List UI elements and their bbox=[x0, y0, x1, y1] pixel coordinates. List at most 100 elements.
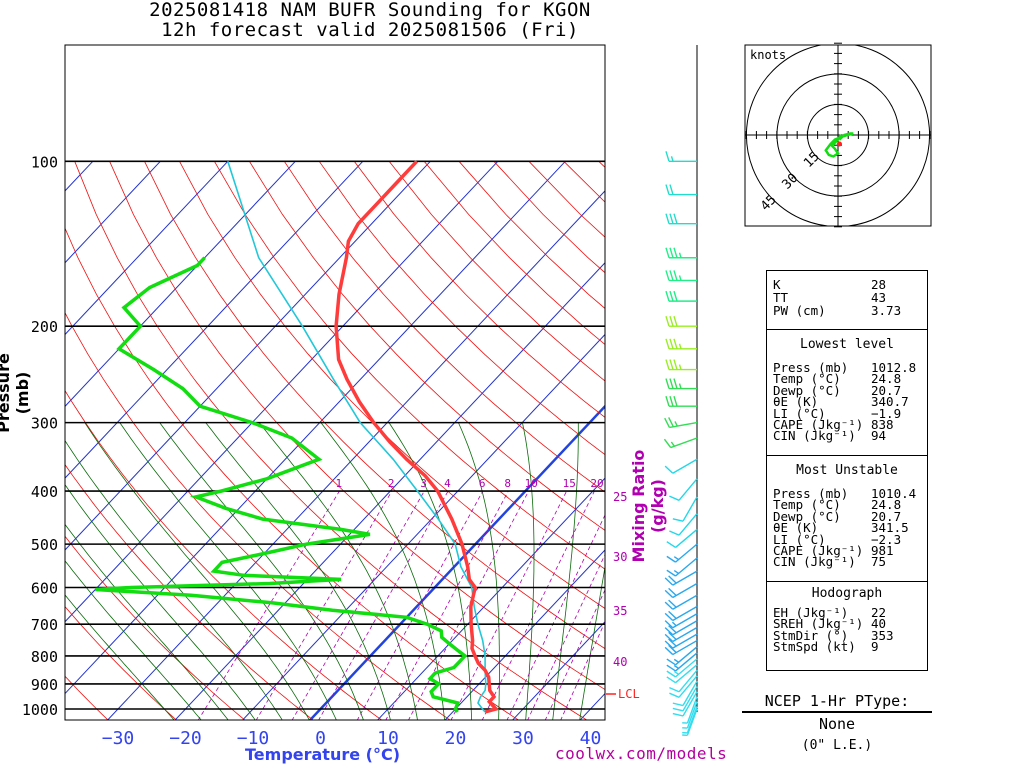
wind-barb bbox=[669, 513, 698, 536]
barb-flag bbox=[672, 712, 684, 717]
barb-flag bbox=[665, 270, 670, 281]
barb-flag bbox=[666, 555, 676, 563]
wind-barb bbox=[665, 396, 697, 407]
wind-barb bbox=[664, 626, 698, 643]
dry-adiabat bbox=[65, 675, 109, 720]
divider bbox=[767, 581, 927, 582]
barb-half-flag bbox=[673, 670, 679, 675]
dry-adiabat bbox=[249, 161, 605, 531]
isotherm bbox=[65, 160, 499, 623]
index-label: LI (°C) bbox=[773, 531, 826, 547]
dry-adiabat bbox=[353, 161, 605, 418]
credit-link[interactable]: coolwx.com/models bbox=[555, 744, 728, 763]
barb-flag bbox=[669, 338, 674, 350]
mixing-ratio-tick: 15 bbox=[563, 477, 576, 490]
barb-flag bbox=[673, 247, 678, 258]
isotherm bbox=[65, 160, 431, 551]
wind-barb bbox=[664, 620, 698, 636]
moist-adiabat bbox=[579, 564, 605, 720]
mixing-ratio-label: Mixing Ratio (g/kg) bbox=[629, 449, 667, 563]
mixing-ratio-line bbox=[450, 490, 567, 720]
barb-flag bbox=[664, 417, 671, 428]
wind-barb bbox=[665, 378, 697, 390]
barb-flag bbox=[663, 438, 672, 448]
hodograph-header: Hodograph bbox=[811, 586, 883, 601]
moist-adiabat bbox=[119, 422, 337, 720]
wind-barb bbox=[663, 437, 698, 449]
hodograph-units-label: knots bbox=[750, 48, 786, 62]
pressure-tick: 900 bbox=[31, 676, 58, 694]
isotherm bbox=[65, 160, 566, 695]
ptype-value: None bbox=[818, 715, 856, 733]
wind-barb bbox=[666, 658, 698, 678]
wind-barb bbox=[682, 706, 698, 734]
index-label: θE (K) bbox=[773, 394, 819, 410]
temperature-tick: −30 bbox=[102, 728, 135, 749]
index-value: 838 bbox=[871, 417, 894, 432]
index-value: 340.7 bbox=[871, 394, 909, 410]
moist-adiabat bbox=[205, 422, 391, 720]
barb-flag bbox=[673, 290, 678, 302]
barb-shaft bbox=[675, 658, 698, 678]
index-label: Press (mb) bbox=[773, 360, 849, 375]
index-k-label: K bbox=[773, 277, 781, 292]
mixing-ratio-tick: 4 bbox=[444, 477, 451, 490]
barb-flag bbox=[668, 417, 674, 428]
dry-adiabat bbox=[74, 161, 588, 720]
barb-shaft bbox=[682, 686, 698, 712]
pressure-tick: 400 bbox=[31, 483, 58, 501]
barb-half-flag bbox=[670, 156, 674, 162]
barb-flag bbox=[669, 495, 680, 501]
barb-shaft bbox=[682, 680, 698, 706]
barb-shaft bbox=[672, 626, 698, 643]
barb-flag bbox=[666, 664, 676, 672]
index-label: StmDir (°) bbox=[773, 627, 849, 643]
wind-barb bbox=[664, 633, 698, 649]
mixing-ratio-line bbox=[408, 490, 529, 720]
barb-shaft bbox=[672, 613, 698, 629]
wind-barb bbox=[666, 646, 698, 666]
wind-barb bbox=[664, 613, 698, 629]
index-value: 22 bbox=[871, 605, 887, 620]
index-label: SREH (Jkg⁻¹) bbox=[773, 616, 864, 632]
indices-panel: K 28 TT 43 PW (cm) 3.73 Lowest level Pre… bbox=[766, 270, 928, 671]
moist-adiabat bbox=[258, 422, 418, 720]
mixing-ratio-tick: 8 bbox=[504, 477, 511, 490]
index-value: −1.9 bbox=[871, 405, 902, 421]
temperature-tick: 30 bbox=[512, 728, 534, 749]
temperature-tick: 40 bbox=[580, 728, 602, 749]
wind-barb bbox=[665, 290, 697, 302]
isotherm bbox=[106, 190, 605, 720]
mixing-ratio-tick: 10 bbox=[525, 477, 538, 490]
mixing-ratio-side-tick: 30 bbox=[613, 550, 627, 564]
mixing-ratio-tick: 3 bbox=[420, 477, 427, 490]
barb-flag bbox=[668, 610, 677, 620]
wind-barb bbox=[665, 247, 697, 259]
moist-adiabat bbox=[458, 422, 500, 720]
dry-adiabat bbox=[423, 161, 605, 346]
wind-barb bbox=[665, 315, 697, 327]
barb-flag bbox=[669, 692, 680, 698]
wind-barb bbox=[664, 417, 698, 429]
index-value: 24.8 bbox=[871, 497, 902, 513]
mixing-ratio-side-tick: 25 bbox=[613, 490, 627, 504]
barb-flag bbox=[673, 338, 678, 350]
mixing-ratio-line bbox=[197, 490, 340, 720]
index-label: LI (°C) bbox=[773, 405, 826, 421]
dry-adiabat bbox=[318, 161, 605, 456]
dry-adiabat bbox=[214, 161, 605, 570]
index-value: 75 bbox=[871, 554, 887, 570]
pressure-tick: 1000 bbox=[22, 701, 58, 719]
barb-shaft bbox=[672, 582, 698, 599]
barb-flag bbox=[668, 587, 677, 597]
index-pw-label: PW (cm) bbox=[773, 303, 826, 318]
mixing-ratio-side-tick: 35 bbox=[613, 604, 627, 618]
wind-barb bbox=[666, 543, 698, 563]
mixing-ratio-tick: 2 bbox=[388, 477, 395, 490]
barb-flag bbox=[664, 465, 674, 474]
barb-flag bbox=[669, 396, 674, 407]
wind-barb bbox=[664, 605, 698, 622]
moist-adiabat bbox=[65, 560, 202, 720]
barb-half-flag bbox=[674, 421, 678, 427]
